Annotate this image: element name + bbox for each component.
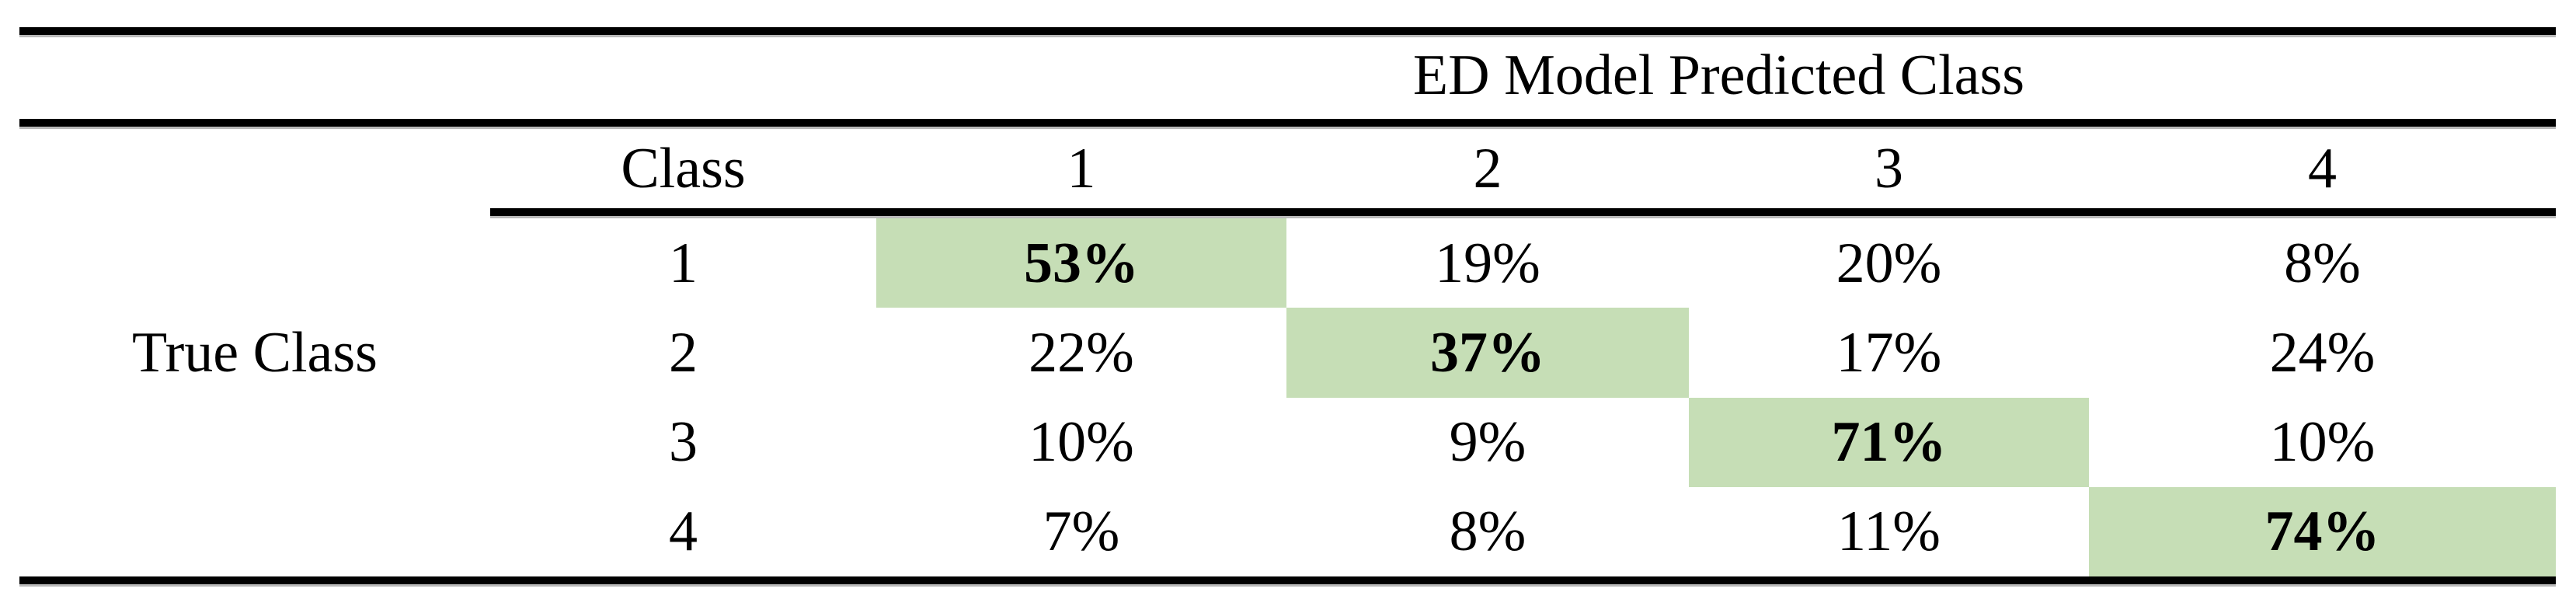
true-class-label: True Class [132, 320, 378, 385]
cell-true2-pred1: 22% [1029, 320, 1134, 385]
header-predicted-3: 3 [1875, 137, 1903, 200]
table-row-4: 4 7% 8% 11% 74% [19, 486, 2556, 576]
cell-true4-pred4: 74% [2089, 486, 2556, 576]
header-predicted-1: 1 [1067, 137, 1096, 200]
predicted-class-title: ED Model Predicted Class [1412, 43, 2025, 107]
cell-true2-pred3: 17% [1836, 320, 1942, 385]
cell-true4-pred1: 7% [1043, 500, 1120, 564]
row-spacer [19, 218, 490, 308]
header-empty-cell [19, 129, 490, 208]
header-underline-rule [490, 208, 2556, 218]
cell-true4-pred2: 8% [1449, 500, 1526, 564]
row-spacer [19, 398, 490, 487]
header-class-label: Class [621, 137, 746, 200]
table-row-2: 2 22% 37% 17% 24% [19, 308, 2556, 398]
cell-true2-pred2: 37% [1286, 308, 1689, 398]
cell-true3-pred1: 10% [1029, 410, 1134, 475]
data-block: True Class 1 53% 19% 20% 8% 2 22% 37% 17… [19, 218, 2556, 576]
table-row-1: 1 53% 19% 20% 8% [19, 218, 2556, 308]
row-label-1: 1 [669, 231, 698, 295]
title-underline-rule [19, 119, 2556, 129]
header-row: Class 1 2 3 4 [19, 129, 2556, 208]
header-predicted-2: 2 [1473, 137, 1502, 200]
cell-true3-pred3: 71% [1689, 397, 2089, 487]
cell-true2-pred4: 24% [2269, 320, 2376, 385]
bottom-rule [19, 576, 2556, 587]
row-label-4: 4 [669, 500, 698, 564]
row-spacer [19, 487, 490, 576]
row-label-3: 3 [669, 410, 698, 475]
cell-true1-pred3: 20% [1836, 231, 1942, 295]
row-label-2: 2 [669, 320, 698, 385]
cell-true4-pred3: 11% [1837, 500, 1941, 564]
cell-true1-pred1: 53% [876, 218, 1286, 308]
cell-true3-pred4: 10% [2269, 410, 2376, 475]
table-row-3: 3 10% 9% 71% 10% [19, 397, 2556, 487]
header-predicted-4: 4 [2308, 137, 2337, 200]
cell-true1-pred4: 8% [2284, 231, 2361, 295]
column-group-title-row: ED Model Predicted Class [19, 37, 2556, 119]
cell-true3-pred2: 9% [1449, 410, 1526, 475]
cell-true1-pred2: 19% [1435, 231, 1540, 295]
top-rule [19, 27, 2556, 37]
